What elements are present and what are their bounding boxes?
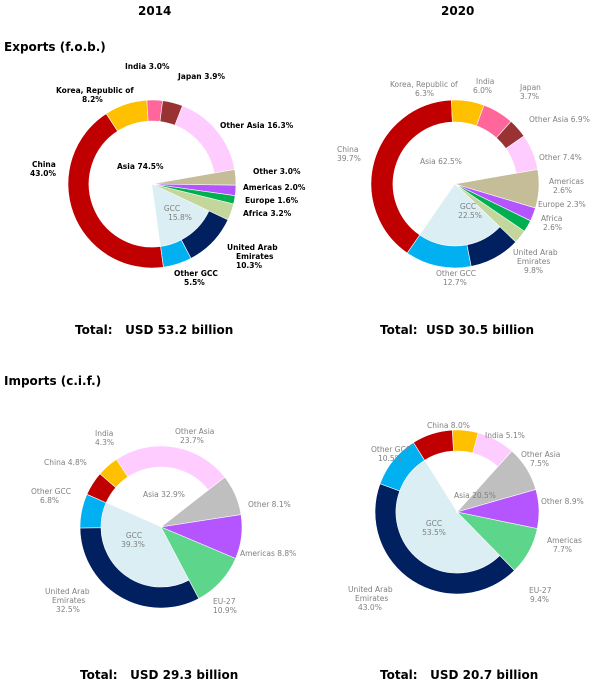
label-uae: United Arab Emirates 32.5% (45, 587, 90, 614)
label-americas: Americas 2.6% (549, 177, 584, 195)
inner-gcc-wedge (152, 184, 209, 247)
inner-asia-wedge (393, 122, 517, 236)
label-africa: Africa 2.6% (541, 214, 562, 232)
imports-2014-chart: India 4.3% Other Asia 23.7% China 4.8% Oth… (31, 427, 296, 615)
imports-2014-total: Total: USD 29.3 billion (80, 668, 239, 682)
label-other: Other 8.9% (541, 497, 584, 506)
label-other-gcc: Other GCC 12.7% (436, 269, 476, 287)
label-other-asia: Other Asia 7.5% (521, 450, 560, 468)
label-other-gcc: Other GCC 10.5% (371, 445, 411, 463)
year-2020-heading: 2020 (441, 4, 475, 18)
slice-china (413, 429, 454, 461)
label-other-gcc: Other GCC 5.5% (174, 269, 218, 287)
label-asia-total: Asia 32.9% (143, 490, 185, 499)
label-africa: Africa 3.2% (243, 209, 292, 218)
imports-heading: Imports (c.i.f.) (4, 374, 102, 388)
slice-other-gcc (406, 234, 472, 269)
exports-2020-total: Total: USD 30.5 billion (380, 323, 535, 337)
slice-india (99, 458, 129, 488)
label-gcc-total: GCC 39.3% (121, 531, 145, 549)
inner-gcc-wedge (395, 460, 500, 573)
label-americas: Americas 7.7% (547, 536, 582, 554)
label-uae: United Arab Emirates 9.8% (513, 248, 558, 275)
inner-asia-wedge (89, 121, 215, 247)
label-korea: Korea, Republic of 8.2% (56, 86, 134, 104)
label-china: China 8.0% (427, 421, 470, 430)
label-other-gcc: Other GCC 6.8% (31, 487, 71, 505)
label-europe: Europe 1.6% (245, 196, 299, 205)
label-asia-total: Asia 74.5% (117, 162, 164, 171)
label-japan: Japan 3.7% (519, 83, 541, 101)
label-india: India 4.3% (95, 429, 114, 447)
imports-2020-chart: China 8.0% India 5.1% Other GCC 10.5% Oth… (348, 421, 584, 612)
label-other-asia: Other Asia 6.9% (529, 115, 590, 124)
exports-heading: Exports (f.o.b.) (4, 40, 106, 54)
label-uae: United Arab Emirates 43.0% (348, 585, 393, 612)
label-uae: United Arab Emirates 10.3% (227, 243, 278, 270)
exports-2020-chart: Korea, Republic of 6.3% India 6.0% Japan 3.… (337, 77, 590, 287)
inner-gcc-wedge (419, 184, 500, 246)
label-eu: EU-27 9.4% (529, 586, 552, 604)
label-india: India 3.0% (125, 62, 170, 71)
label-americas: Americas 8.8% (240, 549, 296, 558)
label-korea: Korea, Republic of 6.3% (390, 80, 458, 98)
year-2014-heading: 2014 (138, 4, 172, 18)
label-other-asia: Other Asia 23.7% (175, 427, 214, 445)
label-americas: Americas 2.0% (243, 183, 306, 192)
label-japan: Japan 3.9% (177, 72, 226, 81)
label-other: Other 8.1% (248, 500, 291, 509)
label-gcc-total: GCC 15.8% (164, 204, 192, 222)
label-asia-total: Asia 20.5% (454, 491, 496, 500)
label-india: India 5.1% (485, 431, 525, 440)
slice-other-gcc (160, 239, 192, 268)
imports-2020-total: Total: USD 20.7 billion (380, 668, 539, 682)
exports-2014-chart: India 3.0% Japan 3.9% Korea, Republic of… (30, 62, 306, 287)
label-asia-total: Asia 62.5% (420, 157, 462, 166)
inner-gcc-wedge (101, 502, 190, 587)
label-other: Other 3.0% (253, 167, 301, 176)
label-gcc-total: GCC 53.5% (422, 519, 446, 537)
label-other: Other 7.4% (539, 153, 582, 162)
label-china: China 4.8% (44, 458, 87, 467)
label-europe: Europe 2.3% (538, 200, 586, 209)
label-other-asia: Other Asia 16.3% (220, 121, 294, 130)
label-china: China 39.7% (337, 145, 361, 163)
exports-2014-total: Total: USD 53.2 billion (75, 323, 234, 337)
label-china: China 43.0% (30, 160, 57, 178)
label-eu: EU-27 10.9% (213, 597, 237, 615)
label-gcc-total: GCC 22.5% (458, 202, 482, 220)
label-india: India 6.0% (473, 77, 494, 95)
